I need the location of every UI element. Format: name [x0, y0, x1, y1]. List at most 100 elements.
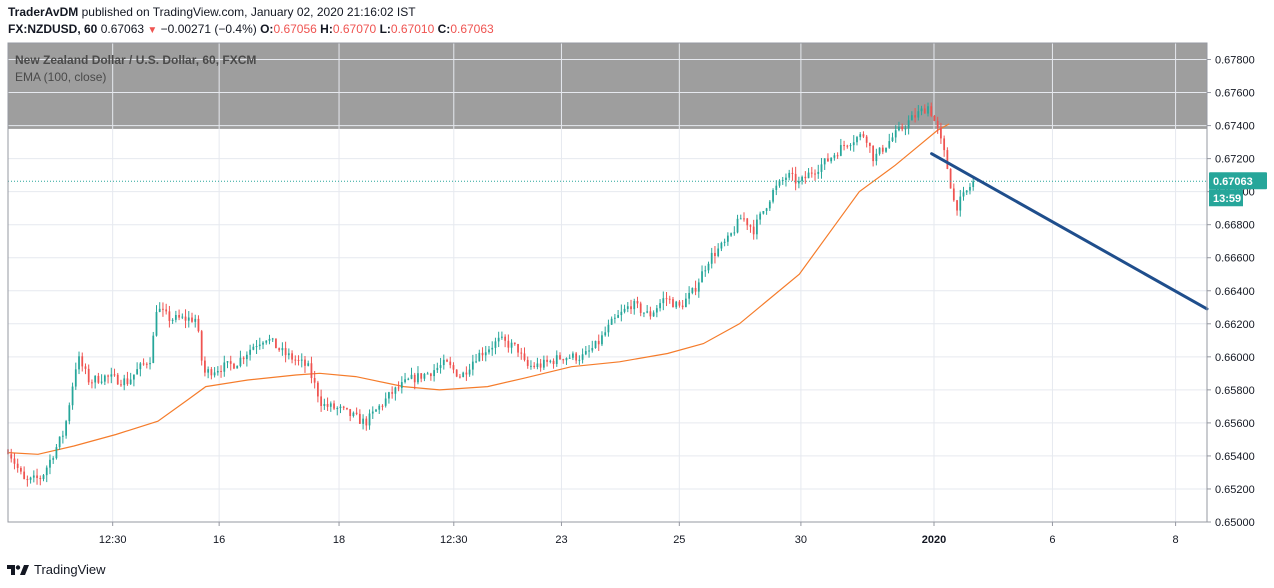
candle-body [58, 436, 61, 448]
candle-body [471, 361, 474, 370]
y-axis[interactable]: 0.678000.676000.674000.672000.670000.668… [1207, 55, 1255, 529]
candle-body [839, 145, 842, 156]
candle-body [10, 454, 13, 459]
candle-body [339, 406, 342, 409]
candle-body [165, 309, 168, 312]
candle-body [946, 150, 949, 169]
candle-body [178, 315, 180, 318]
countdown-tag-bg [1209, 189, 1243, 207]
candle-body [794, 173, 797, 184]
candle-body [352, 412, 355, 416]
candle-body [962, 192, 965, 197]
candle-body [65, 421, 67, 436]
y-tick-label: 0.65800 [1215, 385, 1255, 397]
candle-body [459, 376, 461, 378]
candle-body [856, 137, 858, 143]
candle-body [846, 145, 849, 147]
candle-body [45, 467, 48, 476]
candle-body [236, 365, 239, 369]
candle-body [245, 354, 248, 360]
candle-body [326, 403, 329, 407]
candle-body [539, 363, 542, 368]
close-value: 0.67063 [450, 22, 494, 36]
candle-body [494, 341, 497, 348]
candle-body [129, 379, 132, 385]
y-tick-label: 0.66000 [1215, 352, 1255, 364]
candle-body [849, 145, 852, 147]
candle-body [362, 418, 364, 424]
last-price: 0.67063 [100, 22, 145, 36]
candle-body [969, 187, 971, 191]
candle-body [174, 315, 177, 320]
candle-body [501, 336, 503, 338]
candle-body [888, 141, 891, 148]
candle-body [575, 353, 578, 361]
x-tick-label: 12:30 [99, 534, 127, 546]
candle-body [959, 196, 962, 211]
close-label: C: [437, 22, 451, 36]
candles [7, 102, 975, 487]
candle-body [768, 201, 771, 209]
candle-body [604, 332, 607, 336]
ema-label[interactable]: EMA (100, close) [15, 70, 106, 84]
candle-body [749, 225, 752, 227]
candle-body [530, 365, 532, 367]
candle-body [810, 172, 813, 174]
price-chart[interactable]: 0.678000.676000.674000.672000.670000.668… [0, 0, 1274, 560]
y-tick-label: 0.65000 [1215, 517, 1255, 529]
footer-brand[interactable]: TradingView [6, 562, 106, 577]
candle-body [16, 463, 19, 468]
candle-body [475, 361, 477, 363]
candle-body [91, 382, 93, 384]
candle-body [746, 218, 749, 226]
ema-100-series [7, 123, 950, 455]
candle-body [20, 467, 22, 472]
candle-body [42, 475, 45, 480]
candle-body [365, 418, 368, 426]
trendline[interactable] [930, 152, 1209, 311]
candle-body [688, 292, 691, 299]
candle-body [436, 367, 439, 371]
candle-body [468, 369, 471, 375]
candle-body [591, 347, 594, 351]
y-tick-label: 0.67600 [1215, 88, 1255, 100]
x-tick-label: 16 [213, 534, 225, 546]
candle-body [672, 299, 674, 308]
candle-body [184, 316, 187, 321]
candle-body [859, 134, 862, 138]
candle-body [426, 373, 429, 375]
symbol-label: FX:NZDUSD, 60 [8, 22, 98, 36]
brand-name: TradingView [34, 562, 106, 577]
high-value: 0.67070 [332, 22, 377, 36]
candle-body [310, 363, 313, 379]
candle-body [252, 346, 255, 350]
candle-body [891, 137, 894, 142]
candle-body [262, 342, 264, 345]
candle-body [346, 407, 348, 410]
candle-body [797, 180, 800, 184]
candle-body [71, 386, 74, 406]
candle-body [878, 147, 881, 154]
candle-body [433, 370, 435, 377]
candle-body [113, 374, 116, 376]
candle-body [207, 369, 210, 373]
candle-body [55, 447, 58, 459]
candle-body [788, 172, 791, 178]
candle-body [420, 373, 423, 379]
candle-body [875, 153, 878, 162]
candle-body [107, 375, 109, 377]
candle-body [465, 372, 468, 375]
candle-body [565, 358, 568, 361]
candle-body [549, 360, 552, 362]
candle-body [336, 408, 339, 410]
candle-body [752, 226, 755, 235]
candle-body [342, 406, 345, 408]
candle-body [478, 352, 481, 362]
author-name[interactable]: TraderAvDM [8, 5, 79, 19]
x-axis[interactable]: 12:30 16 18 12:30 23 25 30 2020 6 8 [99, 522, 1179, 546]
resistance-zone[interactable] [8, 43, 1207, 129]
candle-body [449, 361, 452, 366]
candle-body [552, 360, 555, 365]
candle-body [126, 378, 129, 385]
candle-body [407, 378, 410, 380]
